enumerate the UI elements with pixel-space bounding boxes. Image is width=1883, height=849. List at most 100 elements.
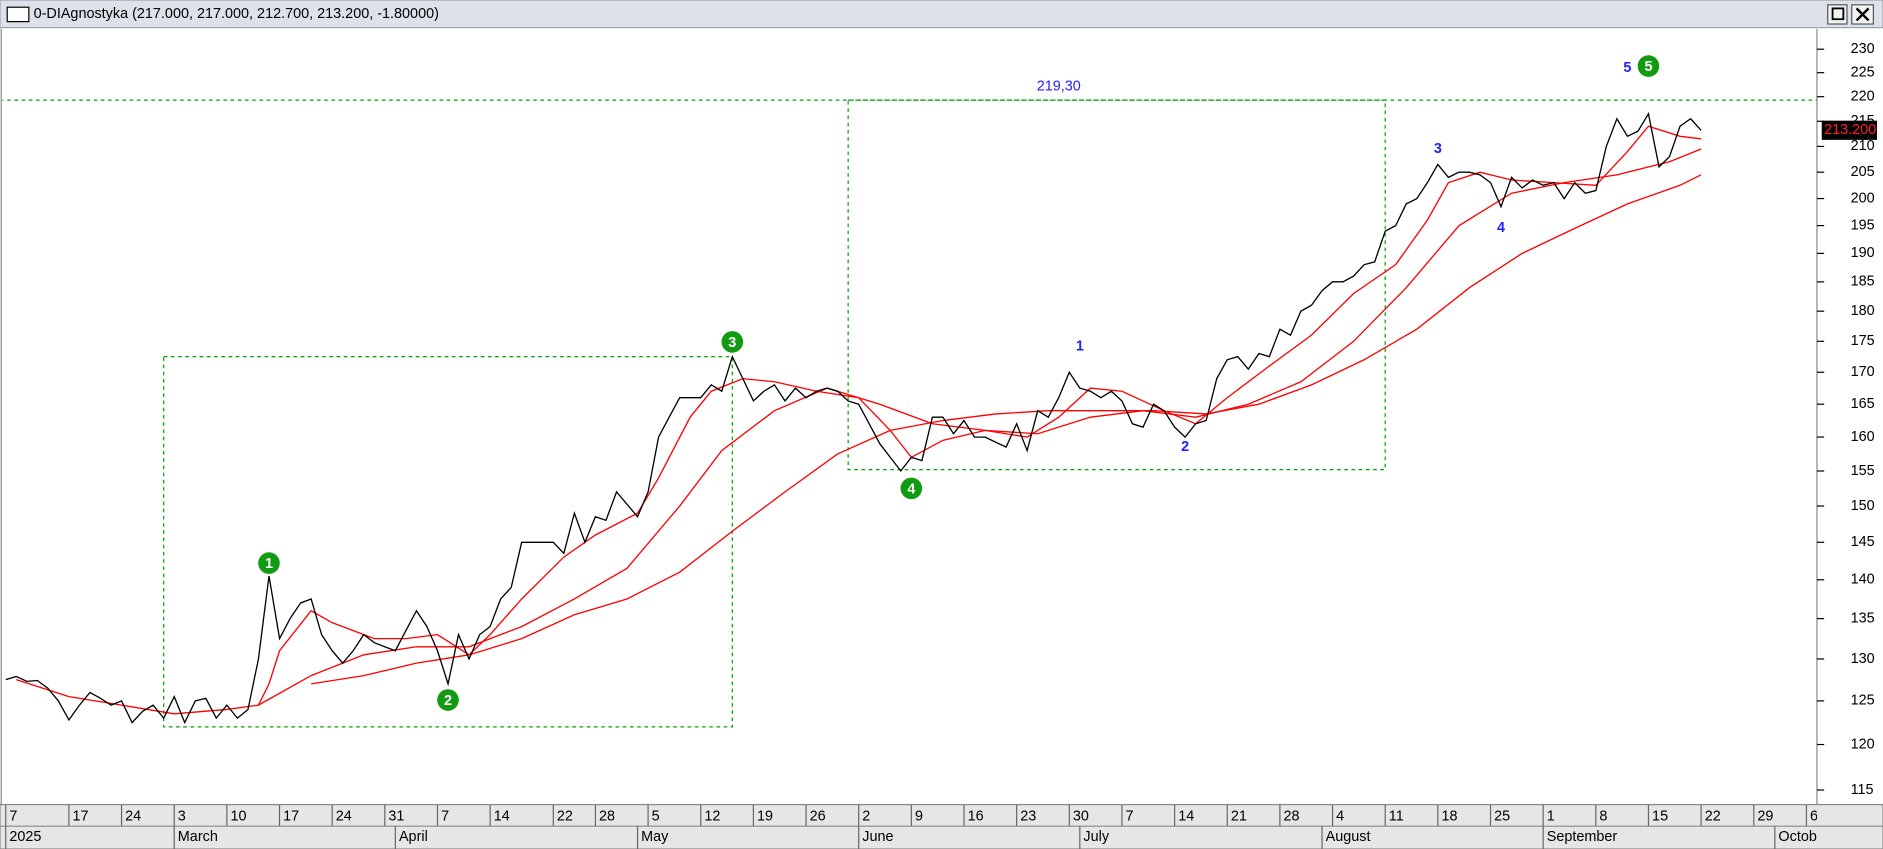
y-axis: 115 120 125 130 135 140 145 150 155 160 165 170 175 1… — [1816, 41, 1877, 798]
month-label: September — [1547, 829, 1618, 845]
window-icon — [6, 6, 30, 23]
x-tick-label: 30 — [1073, 808, 1089, 824]
x-tick-label: 22 — [557, 808, 573, 824]
last-value-label: 213.200 — [1824, 122, 1876, 138]
last-value-tag — [1821, 120, 1877, 140]
wave-label: 3 — [728, 335, 736, 351]
wave-marker — [258, 552, 280, 574]
wave-label: 1 — [265, 556, 273, 572]
level-label: 219,30 — [1037, 79, 1081, 95]
y-tick-label: 190 — [1851, 245, 1875, 261]
month-label: August — [1326, 829, 1371, 845]
month-label: October — [1778, 829, 1829, 845]
wave-label: 4 — [907, 481, 915, 497]
x-tick-label: 4 — [1336, 808, 1344, 824]
y-tick-label: 230 — [1851, 41, 1875, 57]
y-tick-label: 200 — [1851, 190, 1875, 206]
x-tick-label: 11 — [1389, 808, 1404, 824]
wave-label: 2 — [1181, 439, 1189, 455]
x-tick-label: 9 — [915, 808, 923, 824]
x-tick-label: 7 — [1126, 808, 1134, 824]
x-tick-label: 3 — [178, 808, 186, 824]
window-title: 0-DIAgnostyka (217.000, 217.000, 212.700… — [34, 6, 439, 22]
month-label: March — [178, 829, 218, 845]
month-label: April — [399, 829, 428, 845]
wave-marker — [721, 331, 744, 353]
y-tick-label: 145 — [1851, 534, 1875, 550]
x-tick-label: 15 — [1652, 808, 1668, 824]
x-tick-label: 25 — [1494, 808, 1510, 824]
y-tick-label: 225 — [1851, 64, 1875, 80]
x-tick-label: 23 — [1020, 808, 1036, 824]
x-tick-label: 24 — [336, 808, 352, 824]
y-tick-label: 150 — [1851, 498, 1875, 514]
x-tick-label: 16 — [968, 808, 984, 824]
y-tick-label: 160 — [1851, 429, 1875, 445]
y-tick-label: 135 — [1851, 610, 1875, 626]
wave-label: 5 — [1644, 59, 1652, 75]
month-label: 2025 — [9, 829, 41, 845]
x-tick-label: 17 — [73, 808, 89, 824]
series-line — [5, 112, 1702, 725]
x-axis: 7 17 24 3 10 17 24 31 7 14 22 28 5 12 19 26 2 9 16 23 30 7 14 2… — [5, 804, 1829, 849]
wave-marker — [437, 689, 459, 711]
y-tick-label: 140 — [1851, 572, 1875, 588]
y-tick-label: 165 — [1851, 396, 1875, 412]
x-tick-label: 21 — [1231, 808, 1247, 824]
wave-label: 5 — [1623, 60, 1631, 76]
y-tick-label: 175 — [1851, 333, 1875, 349]
range-box — [163, 356, 733, 728]
wave-marker — [1637, 55, 1660, 77]
wave-label: 4 — [1497, 220, 1505, 236]
x-tick-label: 28 — [599, 808, 615, 824]
x-tick-label: 12 — [704, 808, 720, 824]
wave-label: 3 — [1434, 141, 1442, 157]
y-tick-label: 185 — [1851, 274, 1875, 290]
y-tick-label: 180 — [1851, 303, 1875, 319]
wave-marker — [900, 477, 923, 500]
x-tick-label: 17 — [283, 808, 299, 824]
x-tick-label: 14 — [494, 808, 510, 824]
y-tick-label: 130 — [1851, 651, 1875, 667]
x-tick-label: 7 — [9, 808, 17, 824]
y-tick-label: 120 — [1851, 736, 1875, 752]
x-tick-label: 24 — [125, 808, 141, 824]
x-tick-label: 7 — [441, 808, 449, 824]
x-tick-label: 8 — [1599, 808, 1607, 824]
y-tick-label: 170 — [1851, 364, 1875, 380]
maximize-icon[interactable] — [1831, 7, 1845, 21]
series-line — [311, 174, 1702, 685]
y-tick-label: 205 — [1851, 164, 1875, 180]
x-tick-label: 28 — [1284, 808, 1300, 824]
title-bar — [0, 0, 1883, 29]
x-tick-label: 5 — [652, 808, 660, 824]
y-tick-label: 115 — [1851, 782, 1874, 798]
y-tick-label: 210 — [1851, 138, 1875, 154]
wave-label: 2 — [444, 693, 452, 709]
maximize-button[interactable] — [1827, 4, 1848, 25]
x-tick-label: 14 — [1178, 808, 1194, 824]
x-tick-label: 22 — [1705, 808, 1721, 824]
plot-area: 219,30 1 2 3 4 5 1 2 3 4 5 — [2, 55, 1817, 728]
month-label: June — [862, 829, 893, 845]
y-tick-label: 125 — [1851, 693, 1875, 709]
x-tick-label: 31 — [388, 808, 404, 824]
month-label: May — [641, 829, 669, 845]
y-tick-label: 155 — [1851, 463, 1875, 479]
month-label: July — [1083, 829, 1109, 845]
x-tick-label: 18 — [1441, 808, 1457, 824]
x-tick-label: 26 — [810, 808, 826, 824]
range-box — [847, 99, 1386, 471]
y-tick-label: 220 — [1851, 89, 1875, 105]
x-tick-label: 29 — [1757, 808, 1773, 824]
x-tick-label: 19 — [757, 808, 773, 824]
wave-label: 1 — [1076, 339, 1084, 355]
x-tick-label: 1 — [1547, 808, 1555, 824]
x-tick-label: 2 — [862, 808, 870, 824]
series-line — [16, 125, 1702, 715]
close-button[interactable] — [1851, 4, 1874, 25]
x-tick-label: 10 — [230, 808, 246, 824]
close-icon[interactable] — [1855, 7, 1870, 22]
